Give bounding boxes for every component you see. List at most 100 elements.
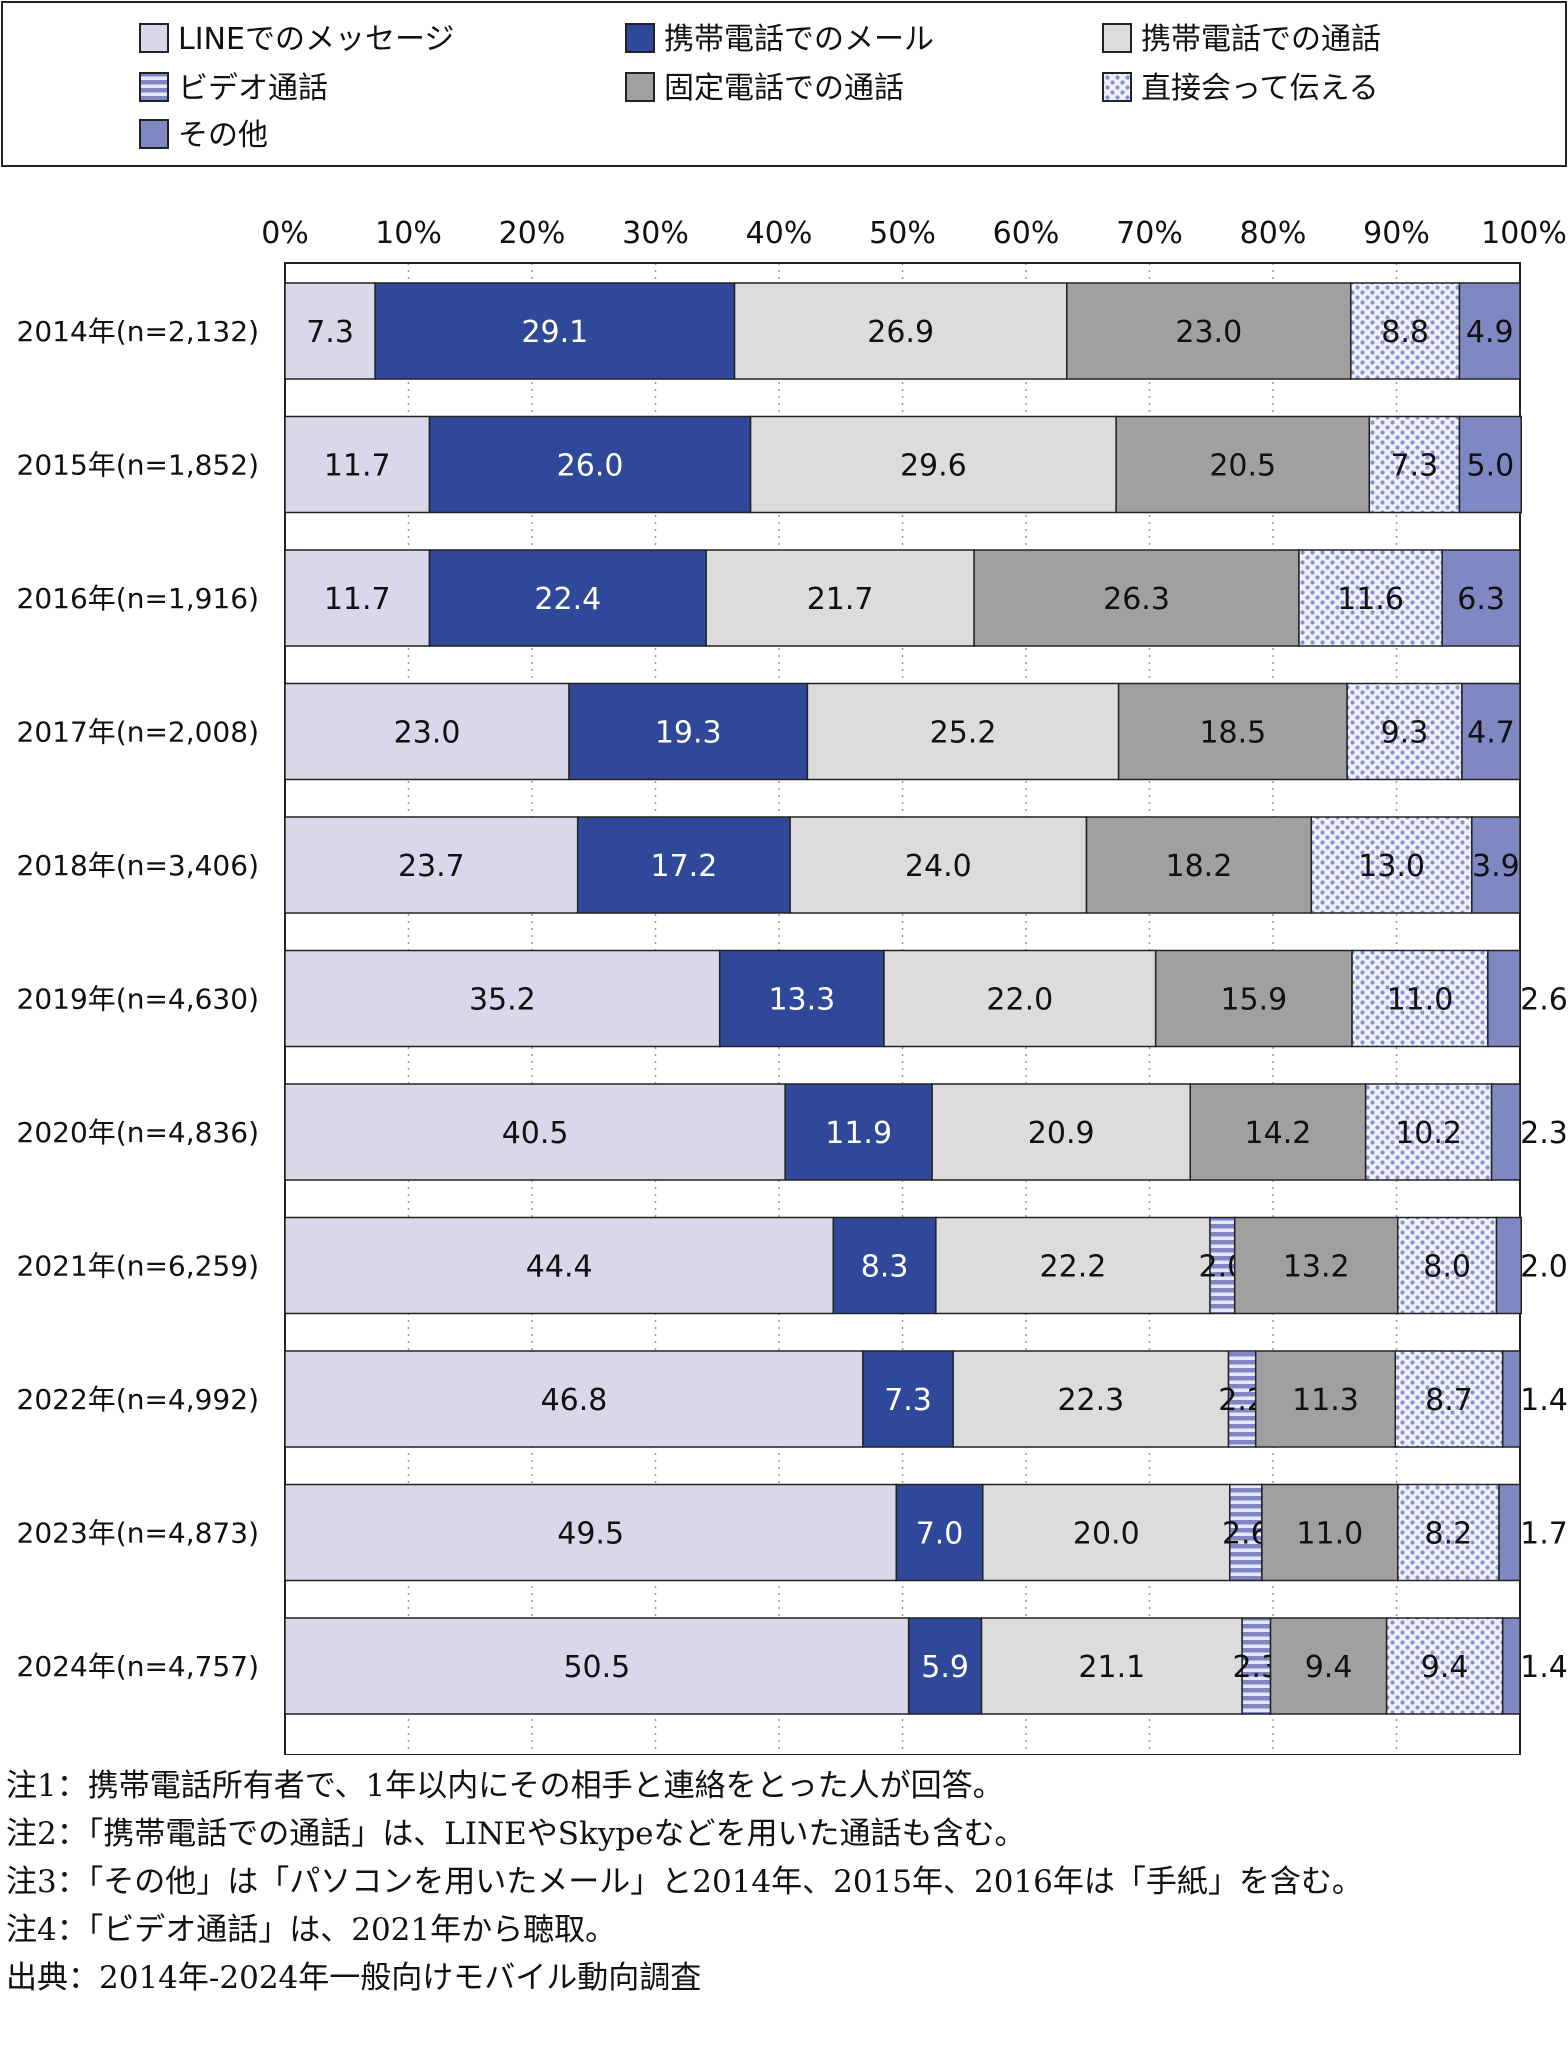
- category-label: 2024年(n=4,757): [17, 1650, 259, 1683]
- x-tick-label: 80%: [1240, 216, 1307, 251]
- note-3: 注3：「その他」は「パソコンを用いたメール」と2014年、2015年、2016年…: [6, 1864, 1363, 1900]
- bar-segment: [1368, 415, 1461, 514]
- legend-label: 携帯電話でのメール: [664, 22, 934, 57]
- bar-segment: [284, 1617, 910, 1715]
- bar-row: 2018年(n=3,406) 23.7 17.2 24.0 18.2 13.0 3.9: [17, 816, 1521, 914]
- category-label: 2015年(n=1,852): [17, 449, 259, 482]
- data-label: 17.2: [651, 849, 718, 884]
- bar-rows: 2014年(n=2,132) 7.3 29.1 26.9 23.0 8.8 4.9 2015年…: [17, 282, 1568, 1715]
- bar-segment: [1310, 816, 1473, 914]
- data-label: 8.8: [1381, 315, 1429, 350]
- data-label: 25.2: [930, 716, 997, 751]
- note-4: 注4：「ビデオ通話」は、2021年から聴取。: [6, 1912, 617, 1948]
- bar-segment: [1298, 549, 1443, 647]
- bar-segment: [883, 949, 1157, 1048]
- data-label: 22.3: [1057, 1383, 1124, 1418]
- data-label: 13.0: [1358, 849, 1425, 884]
- legend-swatch: [625, 72, 655, 102]
- legend-swatch: [139, 72, 169, 102]
- data-label: 7.0: [916, 1517, 964, 1552]
- bar-segment: [1117, 682, 1348, 781]
- bar-segment: [1487, 949, 1521, 1048]
- bar-segment: [952, 1350, 1230, 1448]
- data-label: 23.7: [398, 849, 465, 884]
- category-label: 2023年(n=4,873): [17, 1517, 259, 1550]
- data-label: 21.7: [807, 582, 874, 617]
- data-label: 18.5: [1199, 716, 1266, 751]
- data-label: 35.2: [469, 983, 536, 1018]
- x-tick-label: 40%: [746, 216, 813, 251]
- bar-segment: [1351, 949, 1489, 1048]
- data-label: 1.4: [1520, 1650, 1568, 1685]
- bar-segment: [284, 816, 579, 914]
- data-label: 22.0: [986, 983, 1053, 1018]
- category-label: 2017年(n=2,008): [17, 716, 259, 749]
- x-tick-label: 0%: [261, 216, 309, 251]
- bar-segment: [1241, 1617, 1272, 1715]
- data-label: 29.6: [900, 449, 967, 484]
- data-label: 9.4: [1305, 1650, 1353, 1685]
- data-label: 50.5: [563, 1650, 630, 1685]
- bar-segment: [1495, 1216, 1522, 1315]
- data-label: 20.0: [1073, 1517, 1140, 1552]
- data-label: 11.7: [324, 449, 391, 484]
- data-label: 46.8: [541, 1383, 608, 1418]
- data-label: 11.0: [1296, 1517, 1363, 1552]
- data-label: 21.1: [1078, 1650, 1145, 1685]
- bar-row: 2021年(n=6,259) 44.4 8.3 22.2 2.0 13.2 8.0 2.0: [17, 1216, 1568, 1315]
- bar-row: 2014年(n=2,132) 7.3 29.1 26.9 23.0 8.8 4.9: [17, 282, 1521, 380]
- bar-segment: [284, 1350, 864, 1448]
- bar-row: 2016年(n=1,916) 11.7 22.4 21.7 26.3 11.6 6.3: [17, 549, 1521, 647]
- bar-segment: [1385, 1617, 1504, 1715]
- legend-label: 直接会って伝える: [1141, 71, 1379, 106]
- data-label: 2.6: [1520, 983, 1568, 1018]
- legend-swatch: [139, 23, 169, 53]
- data-label: 11.6: [1337, 582, 1404, 617]
- data-label: 14.2: [1245, 1116, 1312, 1151]
- data-label: 18.2: [1166, 849, 1233, 884]
- bar-segment: [428, 415, 752, 514]
- bar-row: 2023年(n=4,873) 49.5 7.0 20.0 2.6 11.0 8.2 1.7: [17, 1483, 1568, 1582]
- bar-segment: [1346, 682, 1463, 781]
- category-label: 2019年(n=4,630): [17, 983, 259, 1016]
- data-label: 20.5: [1209, 449, 1276, 484]
- bar-segment: [1364, 1083, 1493, 1181]
- legend-box: [1, 1, 1567, 167]
- category-label: 2018年(n=3,406): [17, 849, 259, 882]
- notes-block: 注1：携帯電話所有者で、1年以内にその相手と連絡をとった人が回答。 注2：「携帯…: [6, 1762, 1363, 2002]
- bar-segment: [1498, 1483, 1521, 1582]
- legend-label: LINEでのメッセージ: [178, 22, 454, 57]
- bar-segment: [1471, 816, 1521, 914]
- data-label: 44.4: [526, 1250, 593, 1285]
- x-axis-ticks: 0% 10% 20% 30% 40% 50% 60% 70% 80% 90% 100%: [261, 216, 1567, 251]
- bar-segment: [568, 682, 809, 781]
- bar-segment: [1261, 1483, 1399, 1582]
- data-label: 2.0: [1520, 1250, 1568, 1285]
- legend-swatch: [1102, 72, 1132, 102]
- data-label: 4.9: [1466, 315, 1514, 350]
- data-label: 11.0: [1387, 983, 1454, 1018]
- category-label: 2022年(n=4,992): [17, 1383, 259, 1416]
- legend-swatch: [1102, 23, 1132, 53]
- x-tick-label: 50%: [869, 216, 936, 251]
- data-label: 5.9: [921, 1650, 969, 1685]
- bar-segment: [1501, 1350, 1521, 1448]
- bar-segment: [284, 1216, 835, 1315]
- data-label: 11.3: [1292, 1383, 1359, 1418]
- bar-segment: [1154, 949, 1353, 1048]
- bar-segment: [1458, 415, 1522, 514]
- x-tick-label: 100%: [1481, 216, 1567, 251]
- data-label: 9.4: [1421, 1650, 1469, 1685]
- category-label: 2021年(n=6,259): [17, 1250, 259, 1283]
- bar-segment: [1269, 1617, 1388, 1715]
- bar-segment: [1396, 1483, 1500, 1582]
- bar-segment: [1254, 1350, 1397, 1448]
- bar-row: 2015年(n=1,852) 11.7 26.0 29.6 20.5 7.3 5.0: [17, 415, 1522, 514]
- bar-segment: [1461, 682, 1521, 781]
- bar-row: 2024年(n=4,757) 50.5 5.9 21.1 2.3 9.4 9.4 1.4: [17, 1617, 1568, 1715]
- legend-label: 固定電話での通話: [664, 71, 904, 106]
- bar-segment: [1209, 1216, 1236, 1315]
- data-label: 13.3: [768, 983, 835, 1018]
- x-tick-label: 30%: [622, 216, 689, 251]
